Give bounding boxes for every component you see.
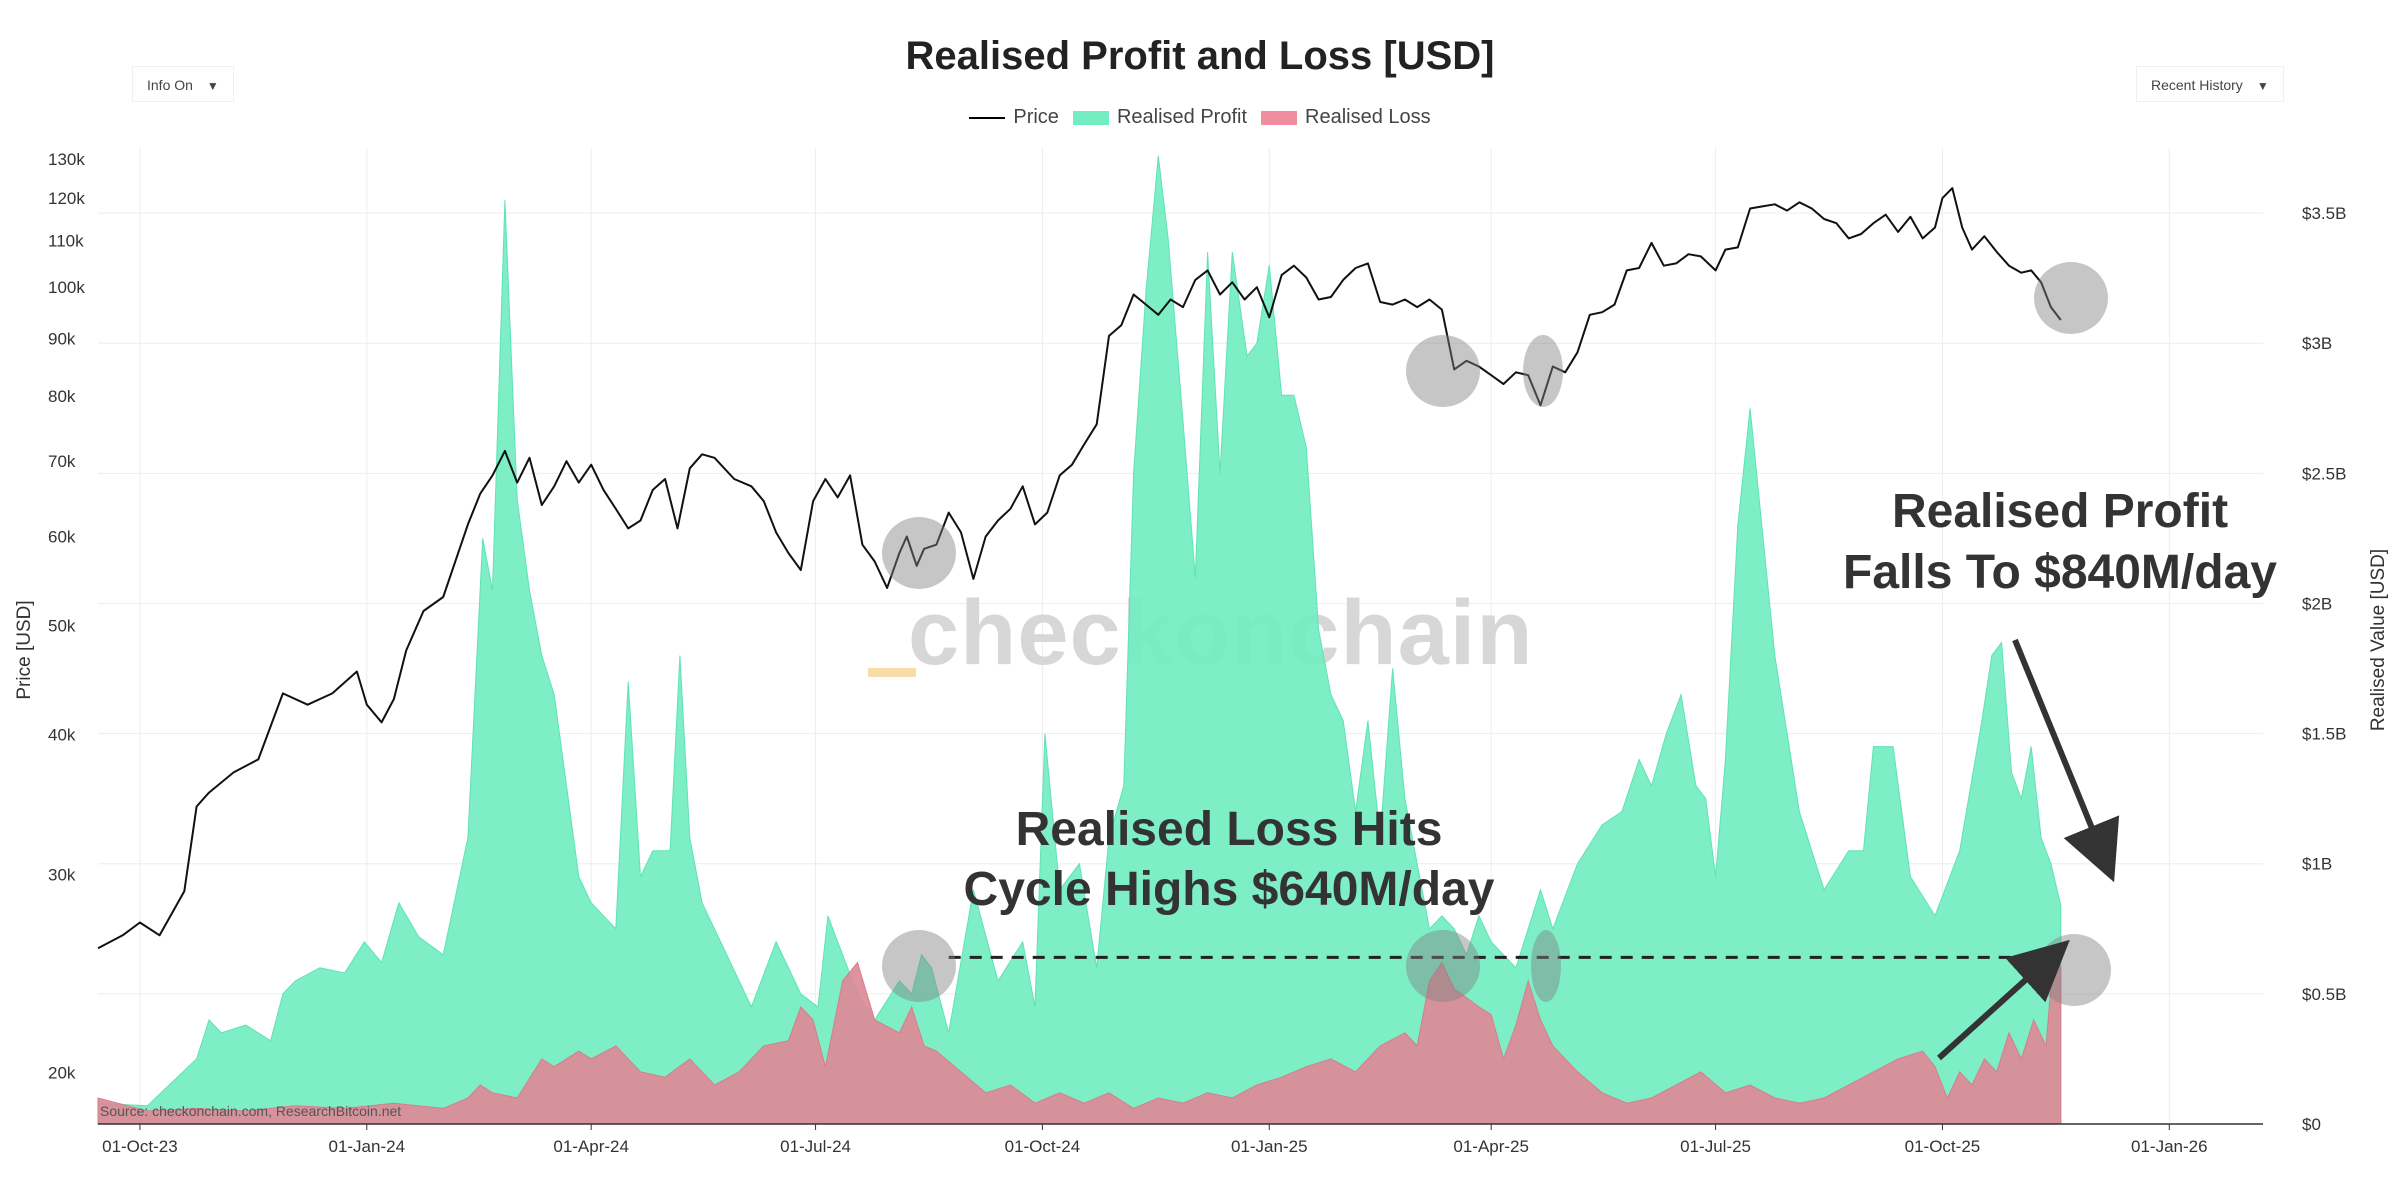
x-tick-label: 01-Oct-24 <box>1005 1137 1081 1156</box>
highlight-circle <box>1531 930 1561 1002</box>
info-toggle-label: Info On <box>147 77 193 93</box>
chevron-down-icon: ▼ <box>2256 79 2269 93</box>
realised-loss-area <box>97 955 2062 1125</box>
y-left-tick-label: 100k <box>48 278 85 297</box>
chevron-down-icon: ▼ <box>206 79 219 93</box>
y-left-tick-label: 40k <box>48 725 76 744</box>
y-right-tick-label: $2.5B <box>2302 464 2346 483</box>
annotation-profit-line1: Realised Profit <box>1892 485 2228 538</box>
range-select-label: Recent History <box>2151 77 2243 93</box>
annotation-loss-line1: Realised Loss Hits <box>1016 803 1443 856</box>
legend-item-realised-profit[interactable]: Realised Profit <box>1072 106 1247 129</box>
price-series-group <box>97 187 2062 950</box>
legend-label-realised-loss: Realised Loss <box>1305 106 1431 128</box>
source-text: Source: checkonchain.com, ResearchBitcoi… <box>100 1103 401 1119</box>
y-right-tick-label: $2B <box>2302 594 2332 613</box>
y-left-tick-label: 80k <box>48 387 76 406</box>
area-series <box>97 155 2062 1125</box>
y-right-tick-label: $0.5B <box>2302 985 2346 1004</box>
highlight-circle <box>2037 934 2111 1006</box>
arrow-to-loss <box>1936 939 2070 1061</box>
annotation-profit-line2: Falls To $840M/day <box>1843 546 2277 599</box>
x-tick-label: 01-Jul-24 <box>780 1137 851 1156</box>
range-select-dropdown[interactable]: Recent History ▼ <box>2136 66 2284 102</box>
y-left-tick-label: 110k <box>48 232 84 251</box>
y-left-tick-label: 70k <box>48 452 76 471</box>
y-left-tick-label: 90k <box>48 330 76 349</box>
y-right-tick-label: $0 <box>2302 1115 2321 1134</box>
price-line <box>97 187 2062 950</box>
chart-legend: Price Realised Profit Realised Loss <box>0 106 2400 129</box>
circle-markers <box>882 262 2111 1006</box>
legend-item-price[interactable]: Price <box>969 106 1059 129</box>
x-tick-label: 01-Jan-25 <box>1231 1137 1308 1156</box>
y-right-axis-label: Realised Value [USD] <box>2368 549 2389 731</box>
y-left-tick-label: 60k <box>48 527 76 546</box>
y-right-tick-label: $3B <box>2302 334 2332 353</box>
legend-label-realised-profit: Realised Profit <box>1116 106 1247 128</box>
y-left-tick-label: 130k <box>48 150 85 169</box>
y-right-tick-label: $1.5B <box>2302 725 2346 744</box>
y-left-tick-label: 120k <box>48 189 85 208</box>
legend-label-price: Price <box>1013 106 1059 128</box>
x-tick-label: 01-Apr-25 <box>1453 1137 1529 1156</box>
annotation-loss-line2: Cycle Highs $640M/day <box>964 863 1495 916</box>
x-tick-label: 01-Oct-23 <box>102 1137 178 1156</box>
x-tick-label: 01-Jan-26 <box>2131 1137 2208 1156</box>
info-toggle-dropdown[interactable]: Info On ▼ <box>132 66 234 102</box>
legend-item-realised-loss[interactable]: Realised Loss <box>1261 106 1431 129</box>
highlight-circle <box>882 517 956 589</box>
legend-swatch-realised-loss <box>1261 110 1297 125</box>
watermark-mark <box>868 668 916 677</box>
y-left-tick-label: 30k <box>48 866 76 885</box>
y-left-tick-label: 50k <box>48 616 76 635</box>
realised-profit-area <box>97 155 2062 1125</box>
y-left-axis-label: Price [USD] <box>14 600 35 699</box>
chart-title: Realised Profit and Loss [USD] <box>905 34 1495 78</box>
y-left-tick-label: 20k <box>48 1064 76 1083</box>
axes: 01-Oct-23 01-Jan-24 01-Apr-24 01-Jul-24 01-O… <box>48 150 2346 1156</box>
y-right-tick-label: $3.5B <box>2302 204 2346 223</box>
highlight-circle <box>2034 262 2108 334</box>
x-tick-label: 01-Jul-25 <box>1680 1137 1751 1156</box>
highlight-circle <box>1406 335 1480 407</box>
x-tick-label: 01-Apr-24 <box>553 1137 629 1156</box>
x-tick-label: 01-Oct-25 <box>1905 1137 1981 1156</box>
x-tick-label: 01-Jan-24 <box>328 1137 405 1156</box>
arrow-to-profit <box>2012 638 2120 883</box>
highlight-circle <box>882 930 956 1002</box>
legend-swatch-price <box>969 116 1006 119</box>
highlight-circle <box>1406 930 1480 1002</box>
y-right-tick-label: $1B <box>2302 855 2332 874</box>
legend-swatch-realised-profit <box>1072 110 1109 125</box>
highlight-circle <box>1523 335 1563 407</box>
